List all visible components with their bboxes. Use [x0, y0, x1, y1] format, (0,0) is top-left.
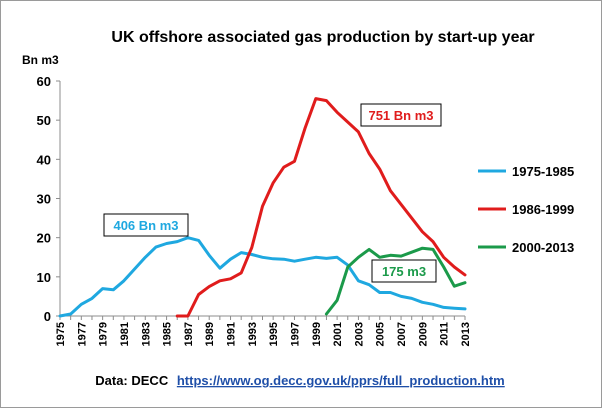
x-tick-label: 2007 [396, 322, 408, 346]
x-tick-label: 1981 [119, 322, 131, 346]
legend-item-1975-1985: 1975-1985 [478, 164, 574, 179]
chart-title: UK offshore associated gas production by… [111, 29, 534, 46]
series-line-1986-1999 [175, 97, 467, 318]
y-tick-labels: 0 10 20 30 40 50 60 [37, 74, 51, 324]
x-tick-label: 1989 [204, 322, 216, 346]
x-tick-label: 2003 [353, 322, 365, 346]
x-tick-label: 1983 [140, 322, 152, 346]
legend-label: 2000-2013 [512, 240, 574, 255]
series-lines [58, 97, 467, 318]
source-prefix: Data: DECC [95, 373, 169, 388]
axes [56, 80, 466, 320]
source-link[interactable]: https://www.og.decc.gov.uk/pprs/full_pro… [177, 373, 505, 388]
x-tick-label: 1985 [162, 322, 174, 346]
y-tick-label: 60 [37, 74, 51, 89]
series-line-2000-2013 [324, 246, 467, 316]
x-tick-label: 2011 [439, 322, 451, 346]
annotation-box [103, 213, 189, 237]
x-tick-label: 1987 [183, 322, 195, 346]
y-tick-label: 30 [37, 192, 51, 207]
y-tick-label: 20 [37, 231, 51, 246]
annotation-text: 406 Bn m3 [113, 218, 178, 233]
x-tick-label: 1977 [76, 322, 88, 346]
legend-item-1986-1999: 1986-1999 [478, 202, 574, 217]
legend-label: 1975-1985 [512, 164, 574, 179]
annotation-box [371, 259, 437, 283]
annotation-box [360, 103, 442, 127]
x-tick-label: 1979 [98, 322, 110, 346]
x-tick-label: 1991 [226, 322, 238, 346]
x-tick-label: 1975 [55, 322, 67, 346]
x-tick-label: 1993 [247, 322, 259, 346]
legend: 1975-1985 1986-1999 2000-2013 [478, 164, 574, 255]
x-tick-label: 1995 [268, 322, 280, 346]
annotation-text: 175 m3 [382, 264, 426, 279]
x-tick-label: 1999 [311, 322, 323, 346]
x-tick-label: 2009 [417, 322, 429, 346]
y-axis-label: Bn m3 [22, 53, 59, 67]
annotation-label: 175 m3 [371, 259, 437, 283]
x-tick-labels: 1975 1977 1979 1981 1983 1985 1987 1989 1991 1993… [55, 322, 472, 346]
x-tick-label: 2001 [332, 322, 344, 346]
annotation-text: 751 Bn m3 [368, 108, 433, 123]
annotation-label: 751 Bn m3 [360, 103, 442, 127]
x-tick-label: 2005 [375, 322, 387, 346]
annotation-label: 406 Bn m3 [103, 213, 189, 237]
annotations: 751 Bn m3 406 Bn m3 175 m3 [103, 103, 442, 283]
y-tick-label: 10 [37, 270, 51, 285]
legend-item-2000-2013: 2000-2013 [478, 240, 574, 255]
y-tick-label: 0 [44, 309, 51, 324]
y-tick-label: 40 [37, 152, 51, 167]
legend-label: 1986-1999 [512, 202, 574, 217]
x-tick-label: 1997 [289, 322, 301, 346]
series-line-1975-1985 [58, 236, 467, 318]
source-note: Data: DECC https://www.og.decc.gov.uk/pp… [95, 373, 504, 388]
x-tick-label: 2013 [460, 322, 472, 346]
y-tick-label: 50 [37, 113, 51, 128]
